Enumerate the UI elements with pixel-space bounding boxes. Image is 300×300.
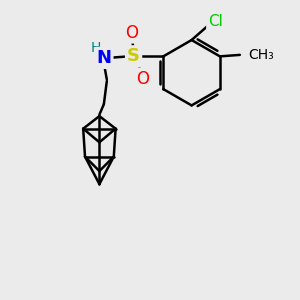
Text: N: N	[96, 49, 111, 67]
Text: O: O	[126, 24, 139, 42]
Text: H: H	[90, 41, 101, 56]
Text: CH₃: CH₃	[248, 48, 274, 62]
Text: S: S	[127, 47, 140, 65]
Text: O: O	[136, 70, 150, 88]
Text: Cl: Cl	[208, 14, 223, 29]
